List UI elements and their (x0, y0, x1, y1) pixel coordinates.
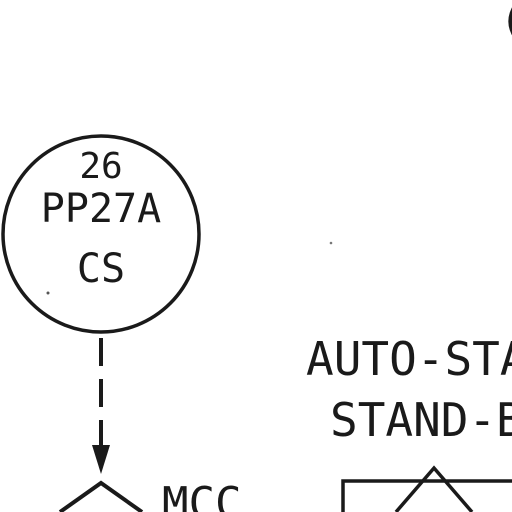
speck (329, 241, 333, 245)
selector-box (341, 479, 512, 512)
selector-peak (394, 465, 474, 512)
speck (46, 291, 50, 295)
instrument-function: CS (77, 246, 125, 292)
device-symbol (58, 480, 144, 512)
instrument-bubble[interactable] (1, 134, 201, 334)
instrument-tag-id: PP27A (41, 186, 161, 232)
signal-arrowhead (92, 445, 110, 474)
corner-glyph: ( (500, 0, 512, 44)
control-label-line2: STAND-B (330, 393, 512, 447)
device-label: MCC (162, 478, 241, 512)
control-label-line1: AUTO-STA (306, 332, 512, 386)
instrument-tag-number: 26 (79, 146, 122, 187)
